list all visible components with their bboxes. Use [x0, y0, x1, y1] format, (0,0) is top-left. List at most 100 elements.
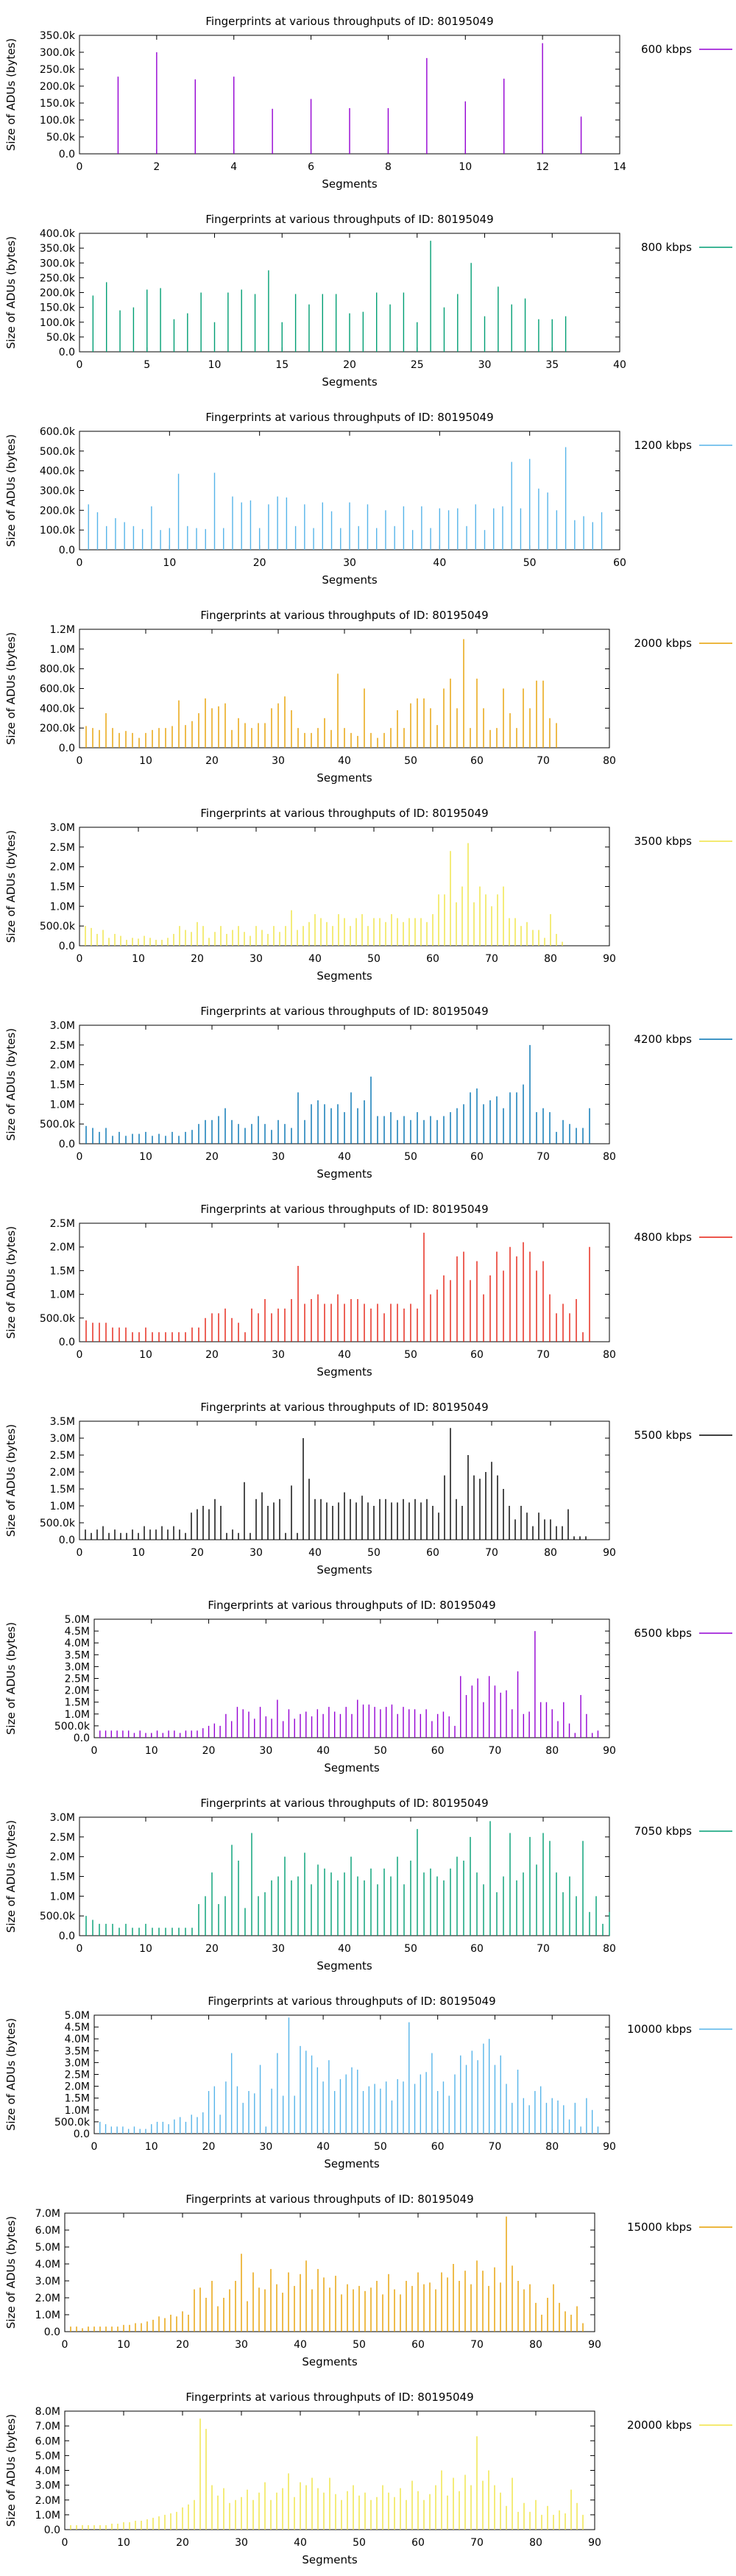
y-tick-label: 500.0k — [40, 1313, 76, 1325]
x-tick-label: 20 — [205, 1151, 219, 1163]
y-tick-label: 2.0M — [35, 2293, 60, 2304]
y-tick-label: 3.0M — [50, 822, 75, 834]
legend-label: 600 kbps — [641, 43, 692, 56]
y-tick-label: 0.0 — [59, 545, 75, 556]
x-tick-label: 70 — [537, 1943, 550, 1955]
x-tick-label: 20 — [205, 755, 219, 767]
bar-chart: Fingerprints at various throughputs of I… — [4, 1203, 732, 1379]
y-tick-label: 0.0 — [59, 1535, 75, 1546]
x-tick-label: 20 — [176, 2339, 189, 2351]
x-tick-label: 50 — [353, 2339, 366, 2351]
x-tick-label: 15 — [275, 359, 289, 371]
x-tick-label: 50 — [367, 953, 381, 965]
x-tick-label: 80 — [529, 2537, 542, 2549]
x-tick-label: 90 — [603, 2141, 616, 2153]
legend-label: 6500 kbps — [634, 1627, 693, 1640]
x-tick-label: 0 — [91, 1745, 98, 1757]
y-tick-label: 600.0k — [40, 684, 76, 696]
y-tick-label: 400.0k — [40, 703, 76, 715]
x-tick-label: 10 — [132, 1547, 145, 1559]
x-tick-label: 40 — [338, 1151, 351, 1163]
x-tick-label: 0 — [77, 1943, 83, 1955]
y-tick-label: 500.0k — [54, 2117, 91, 2129]
x-tick-label: 20 — [202, 2141, 216, 2153]
x-tick-label: 40 — [433, 557, 446, 569]
x-tick-label: 40 — [294, 2339, 307, 2351]
x-tick-label: 30 — [259, 1745, 272, 1757]
x-tick-label: 12 — [536, 161, 549, 173]
y-axis-label: Size of ADUs (bytes) — [4, 434, 18, 547]
y-tick-label: 1.0M — [65, 2105, 90, 2117]
x-tick-label: 30 — [250, 953, 263, 965]
x-tick-label: 14 — [613, 161, 626, 173]
x-tick-label: 10 — [145, 2141, 158, 2153]
y-tick-label: 1.0M — [50, 1501, 75, 1512]
x-tick-label: 20 — [205, 1349, 219, 1361]
chart-title: Fingerprints at various throughputs of I… — [200, 1005, 488, 1018]
x-tick-label: 0 — [77, 755, 83, 767]
x-tick-label: 10 — [139, 755, 152, 767]
y-tick-label: 1.0M — [50, 1891, 75, 1903]
x-tick-label: 50 — [367, 1547, 381, 1559]
x-tick-label: 10 — [163, 557, 176, 569]
x-tick-label: 20 — [253, 557, 266, 569]
y-tick-label: 1.5M — [50, 882, 75, 894]
y-tick-label: 2.0M — [50, 1467, 75, 1479]
x-tick-label: 70 — [489, 1745, 502, 1757]
x-axis-label: Segments — [316, 1959, 372, 1972]
y-tick-label: 50.0k — [46, 332, 76, 344]
x-tick-label: 90 — [588, 2339, 601, 2351]
y-tick-label: 600.0k — [40, 426, 76, 438]
x-tick-label: 60 — [470, 755, 484, 767]
y-tick-label: 2.0M — [65, 1685, 90, 1697]
x-tick-label: 6 — [308, 161, 314, 173]
y-tick-label: 3.0M — [35, 2480, 60, 2492]
x-tick-label: 10 — [132, 953, 145, 965]
chart-title: Fingerprints at various throughputs of I… — [185, 2193, 473, 2206]
x-tick-label: 5 — [144, 359, 150, 371]
x-axis-label: Segments — [316, 1167, 372, 1181]
y-tick-label: 0.0 — [74, 1733, 90, 1744]
y-tick-label: 0.0 — [74, 2129, 90, 2140]
x-tick-label: 60 — [470, 1151, 484, 1163]
y-tick-label: 500.0k — [40, 1911, 76, 1922]
y-tick-label: 300.0k — [40, 486, 76, 498]
y-tick-label: 1.5M — [65, 2093, 90, 2105]
y-tick-label: 2.0M — [50, 1242, 75, 1253]
y-tick-label: 2.0M — [50, 1852, 75, 1864]
x-tick-label: 20 — [343, 359, 356, 371]
x-tick-label: 50 — [404, 1349, 417, 1361]
y-tick-label: 50.0k — [46, 132, 76, 144]
x-tick-label: 50 — [353, 2537, 366, 2549]
x-axis-label: Segments — [324, 1761, 380, 1774]
y-tick-label: 500.0k — [54, 1721, 91, 1733]
x-tick-label: 60 — [470, 1349, 484, 1361]
x-axis-label: Segments — [316, 969, 372, 983]
y-tick-label: 5.0M — [65, 2010, 90, 2022]
x-tick-label: 30 — [478, 359, 492, 371]
x-tick-label: 60 — [431, 1745, 445, 1757]
bar-chart: Fingerprints at various throughputs of I… — [4, 2193, 732, 2368]
x-tick-label: 10 — [117, 2339, 130, 2351]
y-axis-label: Size of ADUs (bytes) — [4, 1424, 18, 1537]
x-tick-label: 20 — [176, 2537, 189, 2549]
chart-title: Fingerprints at various throughputs of I… — [208, 1995, 495, 2008]
y-tick-label: 1.0M — [35, 2310, 60, 2321]
y-tick-label: 2.0M — [50, 1060, 75, 1072]
y-tick-label: 5.0M — [65, 1614, 90, 1626]
y-tick-label: 200.0k — [40, 723, 76, 735]
y-tick-label: 3.0M — [35, 2276, 60, 2287]
y-tick-label: 300.0k — [40, 258, 76, 269]
y-tick-label: 1.5M — [50, 1265, 75, 1277]
x-tick-label: 60 — [431, 2141, 445, 2153]
y-axis-label: Size of ADUs (bytes) — [4, 2216, 18, 2329]
x-tick-label: 30 — [250, 1547, 263, 1559]
legend-label: 3500 kbps — [634, 835, 693, 848]
y-tick-label: 200.0k — [40, 288, 76, 300]
legend-label: 1200 kbps — [634, 439, 693, 452]
x-tick-label: 90 — [603, 1547, 616, 1559]
y-axis-label: Size of ADUs (bytes) — [4, 1622, 18, 1735]
x-tick-label: 40 — [294, 2537, 307, 2549]
x-axis-label: Segments — [322, 375, 378, 389]
y-tick-label: 1.0M — [65, 1709, 90, 1721]
